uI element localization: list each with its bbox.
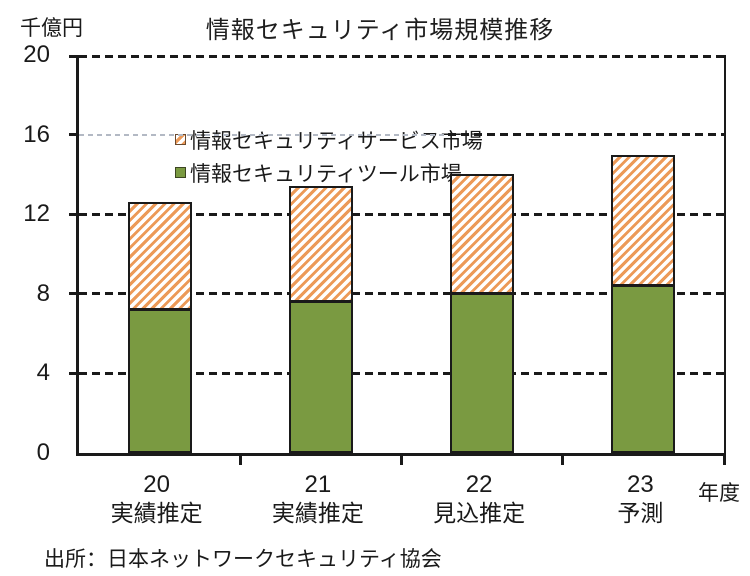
y-axis-label-16: 16 bbox=[23, 120, 50, 148]
y-tick-16 bbox=[69, 133, 79, 137]
stacked-bar-22 bbox=[450, 174, 515, 453]
x-tick-3 bbox=[561, 456, 565, 465]
y-axis-label-12: 12 bbox=[23, 200, 50, 228]
y-tick-4 bbox=[69, 371, 79, 375]
tool-segment-20 bbox=[129, 307, 190, 451]
tool-segment-21 bbox=[290, 299, 351, 451]
y-tick-12 bbox=[69, 212, 79, 216]
y-tick-8 bbox=[69, 292, 79, 296]
x-axis-label-20: 20 実績推定 bbox=[76, 470, 237, 528]
gridline-16 bbox=[448, 133, 724, 137]
x-tick-4 bbox=[722, 456, 726, 465]
y-axis-label-4: 4 bbox=[36, 359, 50, 387]
y-axis-unit-label: 千億円 bbox=[20, 17, 83, 40]
x-tick-2 bbox=[400, 456, 403, 465]
x-label-note: 予測 bbox=[617, 500, 664, 526]
tool-segment-23 bbox=[613, 283, 674, 451]
stacked-bar-21 bbox=[288, 186, 353, 453]
gridline-16-light bbox=[79, 133, 448, 136]
x-label-note: 見込推定 bbox=[433, 500, 526, 526]
x-label-note: 実績推定 bbox=[271, 500, 364, 526]
x-axis-label-21: 21 実績推定 bbox=[237, 470, 398, 528]
plot-area: 情報セキュリティサービス市場 情報セキュリティツール市場 bbox=[69, 55, 726, 465]
source-caption: 出所：日本ネットワークセキュリティ協会 bbox=[44, 548, 442, 571]
x-axis-label-23: 23 予測 bbox=[560, 470, 721, 528]
x-axis-label-22: 22 見込推定 bbox=[399, 470, 560, 528]
stacked-bar-20 bbox=[127, 202, 192, 453]
legend-item-tool-market: 情報セキュリティツール市場 bbox=[175, 156, 483, 189]
legend-label-service: 情報セキュリティサービス市場 bbox=[190, 129, 483, 153]
stacked-bar-23 bbox=[611, 154, 676, 453]
x-label-year: 20 bbox=[143, 471, 170, 498]
gridline-20 bbox=[79, 55, 724, 58]
gridline-8 bbox=[79, 292, 724, 296]
service-market-hatch-swatch-icon bbox=[175, 134, 186, 145]
y-axis-label-20: 20 bbox=[23, 41, 50, 68]
gridline-12 bbox=[79, 212, 724, 216]
x-axis-unit-label: 年度 bbox=[698, 482, 740, 505]
tool-market-green-swatch-icon bbox=[175, 167, 186, 178]
x-label-year: 23 bbox=[627, 471, 654, 498]
chart-title: 情報セキュリティ市場規模推移 bbox=[205, 17, 555, 44]
y-tick-20 bbox=[69, 55, 79, 58]
y-axis-label-0: 0 bbox=[36, 439, 50, 466]
x-label-year: 22 bbox=[465, 471, 493, 498]
x-tick-1 bbox=[238, 456, 242, 465]
tool-segment-22 bbox=[452, 291, 513, 451]
legend-item-service-market: 情報セキュリティサービス市場 bbox=[175, 123, 483, 156]
y-axis-label-8: 8 bbox=[36, 279, 50, 307]
gridline-4 bbox=[79, 371, 724, 375]
x-label-year: 21 bbox=[304, 471, 332, 498]
x-label-note: 実績推定 bbox=[110, 500, 203, 526]
legend-label-tool: 情報セキュリティツール市場 bbox=[190, 162, 462, 186]
